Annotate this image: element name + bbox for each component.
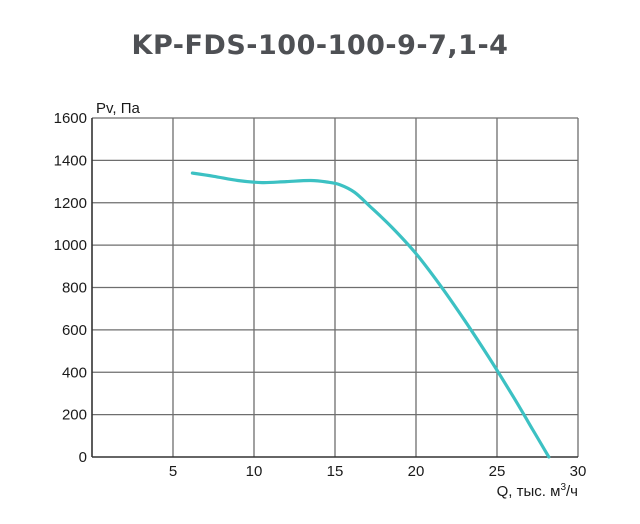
- x-tick-label: 5: [169, 463, 177, 480]
- x-tick-label: 10: [246, 463, 263, 480]
- grid-lines: [92, 117, 579, 457]
- x-axis-label: Q, тыс. м3/ч: [497, 482, 578, 500]
- y-tick-label: 400: [62, 364, 87, 381]
- y-tick-label: 1000: [54, 237, 87, 254]
- y-tick-label: 0: [79, 449, 87, 466]
- x-tick-labels: 5 10 15 20 25 30: [169, 463, 587, 480]
- series-layer: [190, 171, 551, 459]
- y-tick-label: 1600: [54, 110, 87, 127]
- x-tick-label: 30: [570, 463, 587, 480]
- chart-title: KP-FDS-100-100-9-7,1-4: [131, 30, 509, 61]
- series-line: [190, 171, 551, 459]
- x-tick-label: 25: [489, 463, 506, 480]
- y-tick-label: 1400: [54, 152, 87, 169]
- x-axis-label-suffix: /ч: [566, 483, 578, 500]
- y-tick-label: 1200: [54, 195, 87, 212]
- x-axis-label-superscript: 3: [560, 482, 566, 493]
- x-tick-label: 20: [408, 463, 425, 480]
- y-tick-label: 800: [62, 280, 87, 297]
- y-tick-label: 600: [62, 322, 87, 339]
- x-tick-label: 15: [327, 463, 344, 480]
- y-axis-label: Pv, Па: [96, 100, 141, 117]
- axes: [91, 118, 578, 458]
- y-tick-label: 200: [62, 407, 87, 424]
- y-tick-labels: 0 200 400 600 800 1000 1200 1400 1600: [54, 110, 87, 466]
- x-axis-label-text: Q, тыс. м: [497, 483, 561, 500]
